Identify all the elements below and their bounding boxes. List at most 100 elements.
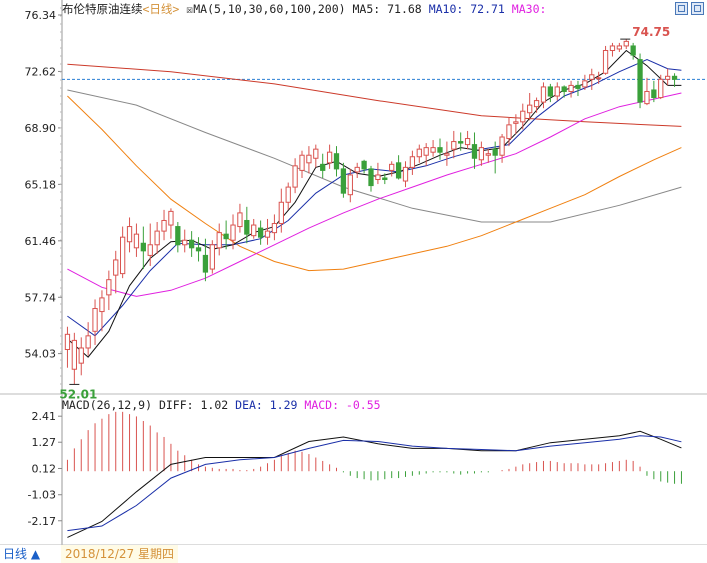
candle-body <box>154 230 160 246</box>
price-tick-label: 54.03 <box>25 348 57 361</box>
window-restore-icon[interactable] <box>675 2 688 15</box>
candle-body <box>444 153 450 156</box>
candle-body <box>540 86 547 103</box>
candle-body <box>644 90 650 105</box>
diff-value: DIFF: 1.02 <box>158 398 229 412</box>
candle-body <box>78 347 84 364</box>
candle-body <box>278 201 284 225</box>
candle-body <box>485 153 491 156</box>
candle-body <box>306 154 312 164</box>
symbol-title: 布伦特原油连续 <box>62 2 143 16</box>
candle-body <box>202 254 209 273</box>
candle-body <box>182 239 188 246</box>
candle-body <box>458 141 464 144</box>
moving-average-ma100 <box>67 89 682 223</box>
price-tick-label: 68.90 <box>25 122 57 135</box>
candle-body <box>223 233 229 240</box>
candle-body <box>85 335 91 349</box>
candle-body <box>651 89 657 99</box>
candle-body <box>602 49 609 74</box>
candle-body <box>133 233 140 249</box>
candle-body <box>292 165 298 188</box>
price-chart[interactable]: 76.34 72.62 68.90 65.18 61.46 57.74 54.03 2.41 1… <box>0 0 707 545</box>
period-toggle-button[interactable]: 日线 ▲ <box>3 547 41 561</box>
candle-body <box>637 59 643 103</box>
candle-body <box>589 74 595 80</box>
candle-body <box>478 147 485 161</box>
candle-body <box>237 212 243 228</box>
price-tick-label: 65.18 <box>25 178 57 191</box>
candle-body <box>340 168 347 194</box>
candle-body <box>99 297 105 313</box>
candle-body <box>616 45 622 50</box>
ma30-value: MA30: <box>511 2 547 16</box>
candle-body <box>195 247 202 252</box>
candle-body <box>520 110 526 123</box>
macd-tick-label: -1.03 <box>28 489 56 502</box>
moving-average-ma10 <box>67 59 682 337</box>
ma-icon[interactable]: ☒ <box>186 2 194 16</box>
ma5-value: MA5: 71.68 <box>352 2 422 16</box>
candle-body <box>113 259 119 276</box>
macd-line-diff <box>67 430 682 538</box>
candle-body <box>527 104 533 114</box>
candle-body <box>395 162 402 179</box>
dea-value: DEA: 1.29 <box>235 398 298 412</box>
candle-body <box>375 174 381 181</box>
candle-body <box>216 232 222 249</box>
macd-value: MACD: -0.55 <box>304 398 381 412</box>
candle-body <box>665 75 671 80</box>
price-tick-label: 57.74 <box>25 291 57 304</box>
candle-body <box>402 166 409 182</box>
candle-body <box>230 224 236 241</box>
ma10-value: MA10: 72.71 <box>428 2 505 16</box>
candle-body <box>533 100 540 108</box>
low-annotation: 52.01 <box>59 387 97 401</box>
price-tick-label: 76.34 <box>25 9 57 22</box>
candle-body <box>437 147 443 153</box>
candle-body <box>326 151 333 164</box>
candle-body <box>92 308 98 332</box>
candle-body <box>347 174 353 196</box>
window-maximize-icon[interactable] <box>691 2 704 15</box>
candle-body <box>492 148 498 156</box>
macd-tick-label: 0.12 <box>32 462 57 475</box>
candle-body <box>244 219 250 235</box>
candle-body <box>126 226 133 243</box>
cursor-date: 2018/12/27 星期四 <box>61 545 178 563</box>
candle-body <box>609 45 616 51</box>
candle-body <box>320 163 326 171</box>
candle-body <box>499 136 505 156</box>
period-label[interactable]: <日线> <box>142 2 180 16</box>
candle-body <box>106 279 112 296</box>
moving-average-ma5 <box>67 49 682 358</box>
candle-body <box>409 156 416 168</box>
candle-body <box>554 86 560 97</box>
macd-tick-label: 1.27 <box>32 436 57 449</box>
candle-body <box>596 77 602 80</box>
candle-body <box>168 210 174 226</box>
candle-body <box>120 236 126 275</box>
candle-body <box>271 223 278 234</box>
macd-line-dea <box>67 435 682 532</box>
bottom-bar: 日线 ▲ 2018/12/27 星期四 <box>0 545 707 563</box>
candle-body <box>582 80 588 88</box>
moving-average-ma60 <box>67 95 682 272</box>
candle-body <box>547 86 554 97</box>
chart-legend: 布伦特原油连续<日线> ☒MA(5,10,30,60,100,200) MA5:… <box>62 1 546 17</box>
candle-body <box>382 177 388 181</box>
macd-tick-label: -2.17 <box>28 515 56 528</box>
candle-body <box>188 239 195 249</box>
candle-body <box>658 78 664 99</box>
candle-body <box>361 160 367 170</box>
candle-body <box>147 244 153 256</box>
candle-body <box>671 75 678 80</box>
candle-body <box>471 144 478 159</box>
macd-params: MACD(26,12,9) <box>62 398 153 412</box>
candle-body <box>416 148 422 158</box>
ma-params: MA(5,10,30,60,100,200) <box>193 2 346 16</box>
moving-average-ma30 <box>67 92 682 297</box>
candle-body <box>368 168 374 187</box>
macd-legend: MACD(26,12,9) DIFF: 1.02 DEA: 1.29 MACD:… <box>62 397 381 413</box>
candle-body <box>561 86 567 92</box>
